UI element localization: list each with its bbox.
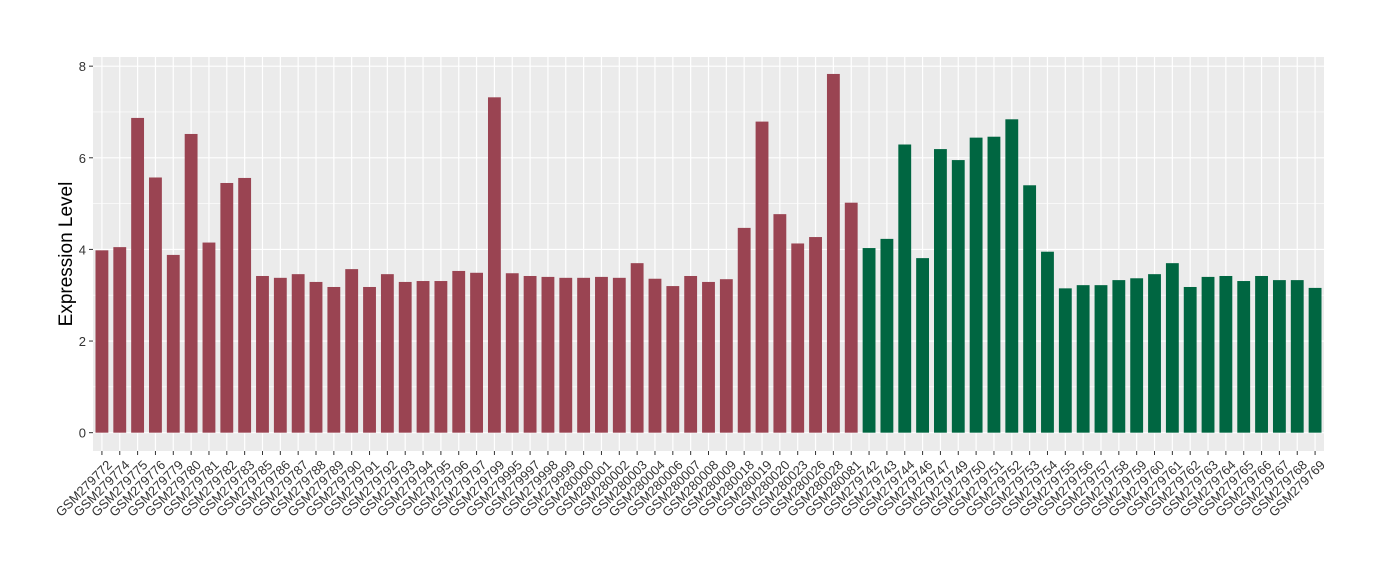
bar-GSM279787 (291, 274, 305, 433)
y-tick-label: 4 (79, 242, 86, 257)
bar-GSM279757 (1094, 285, 1108, 433)
bar-GSM279795 (434, 281, 448, 433)
bar-GSM279769 (1308, 287, 1322, 433)
bar-GSM279768 (1290, 280, 1304, 433)
bar-GSM279755 (1058, 288, 1072, 433)
bar-GSM279995 (505, 273, 519, 433)
bar-GSM279783 (238, 177, 252, 433)
bar-GSM279752 (1005, 119, 1019, 433)
bar-GSM280020 (773, 214, 787, 433)
bar-GSM279774 (113, 247, 127, 433)
bar-GSM279756 (1076, 285, 1090, 433)
bar-GSM280028 (826, 73, 840, 433)
bar-GSM280002 (612, 277, 626, 433)
x-axis: GSM279772GSM279774GSM279775GSM279776GSM2… (53, 451, 1328, 520)
bar-GSM279776 (149, 177, 162, 433)
bar-GSM279762 (1183, 286, 1197, 433)
bar-GSM279779 (166, 254, 180, 433)
bar-GSM279750 (969, 137, 983, 433)
bar-GSM279744 (898, 144, 912, 433)
bar-GSM279780 (184, 133, 198, 433)
bar-GSM280000 (577, 277, 591, 433)
bar-GSM280006 (666, 286, 680, 433)
bar-GSM279786 (273, 277, 287, 433)
bar-GSM279794 (416, 281, 430, 433)
bar-GSM280007 (684, 275, 698, 433)
bar-GSM279799 (487, 97, 501, 433)
bar-GSM279763 (1201, 276, 1215, 433)
bar-GSM279766 (1255, 275, 1268, 433)
bar-GSM279998 (541, 276, 555, 433)
bar-GSM279999 (559, 277, 573, 433)
bar-GSM279789 (327, 286, 341, 433)
bar-GSM280009 (719, 279, 733, 433)
bar-GSM280004 (648, 278, 662, 433)
bar-GSM279791 (363, 286, 376, 433)
y-axis-label: Expression Level (56, 182, 77, 327)
bar-GSM279754 (1041, 251, 1054, 433)
bar-GSM279790 (345, 269, 359, 433)
bar-GSM279781 (202, 242, 216, 433)
bar-GSM279764 (1219, 275, 1233, 433)
bar-GSM279758 (1112, 280, 1126, 433)
bar-GSM279775 (131, 117, 145, 433)
bar-GSM279765 (1237, 281, 1251, 433)
bar-GSM280008 (702, 281, 715, 433)
bar-GSM279759 (1130, 278, 1144, 433)
y-tick-label: 2 (79, 334, 86, 349)
bar-GSM280081 (844, 202, 858, 433)
bar-GSM279782 (220, 182, 234, 433)
bar-GSM279747 (934, 149, 947, 433)
bars (95, 73, 1322, 433)
bar-GSM279792 (380, 274, 394, 433)
bar-GSM280023 (791, 243, 805, 433)
bar-GSM280003 (630, 263, 644, 433)
y-tick-label: 8 (79, 59, 86, 74)
bar-GSM279772 (95, 250, 109, 433)
bar-GSM279742 (862, 248, 876, 433)
bar-GSM279788 (309, 281, 323, 433)
bar-GSM279997 (523, 275, 537, 433)
y-tick-label: 6 (79, 151, 86, 166)
bar-GSM279761 (1165, 263, 1179, 433)
bar-GSM280026 (809, 237, 822, 433)
bar-GSM279749 (951, 160, 965, 433)
bar-GSM279751 (987, 136, 1001, 433)
bar-GSM280019 (755, 121, 769, 433)
bar-GSM279753 (1023, 185, 1037, 433)
bar-GSM279746 (916, 258, 930, 433)
bar-GSM279760 (1148, 274, 1161, 433)
bar-GSM279793 (398, 281, 412, 433)
bar-GSM279797 (470, 272, 483, 433)
bar-GSM279743 (880, 238, 894, 433)
bar-GSM279767 (1272, 280, 1286, 433)
bar-GSM279796 (452, 270, 466, 433)
bar-GSM279785 (256, 275, 269, 433)
bar-GSM280018 (737, 227, 751, 433)
y-tick-label: 0 (79, 426, 86, 441)
bar-GSM280001 (595, 276, 608, 433)
y-axis: 0 2 4 6 8 (79, 59, 93, 441)
